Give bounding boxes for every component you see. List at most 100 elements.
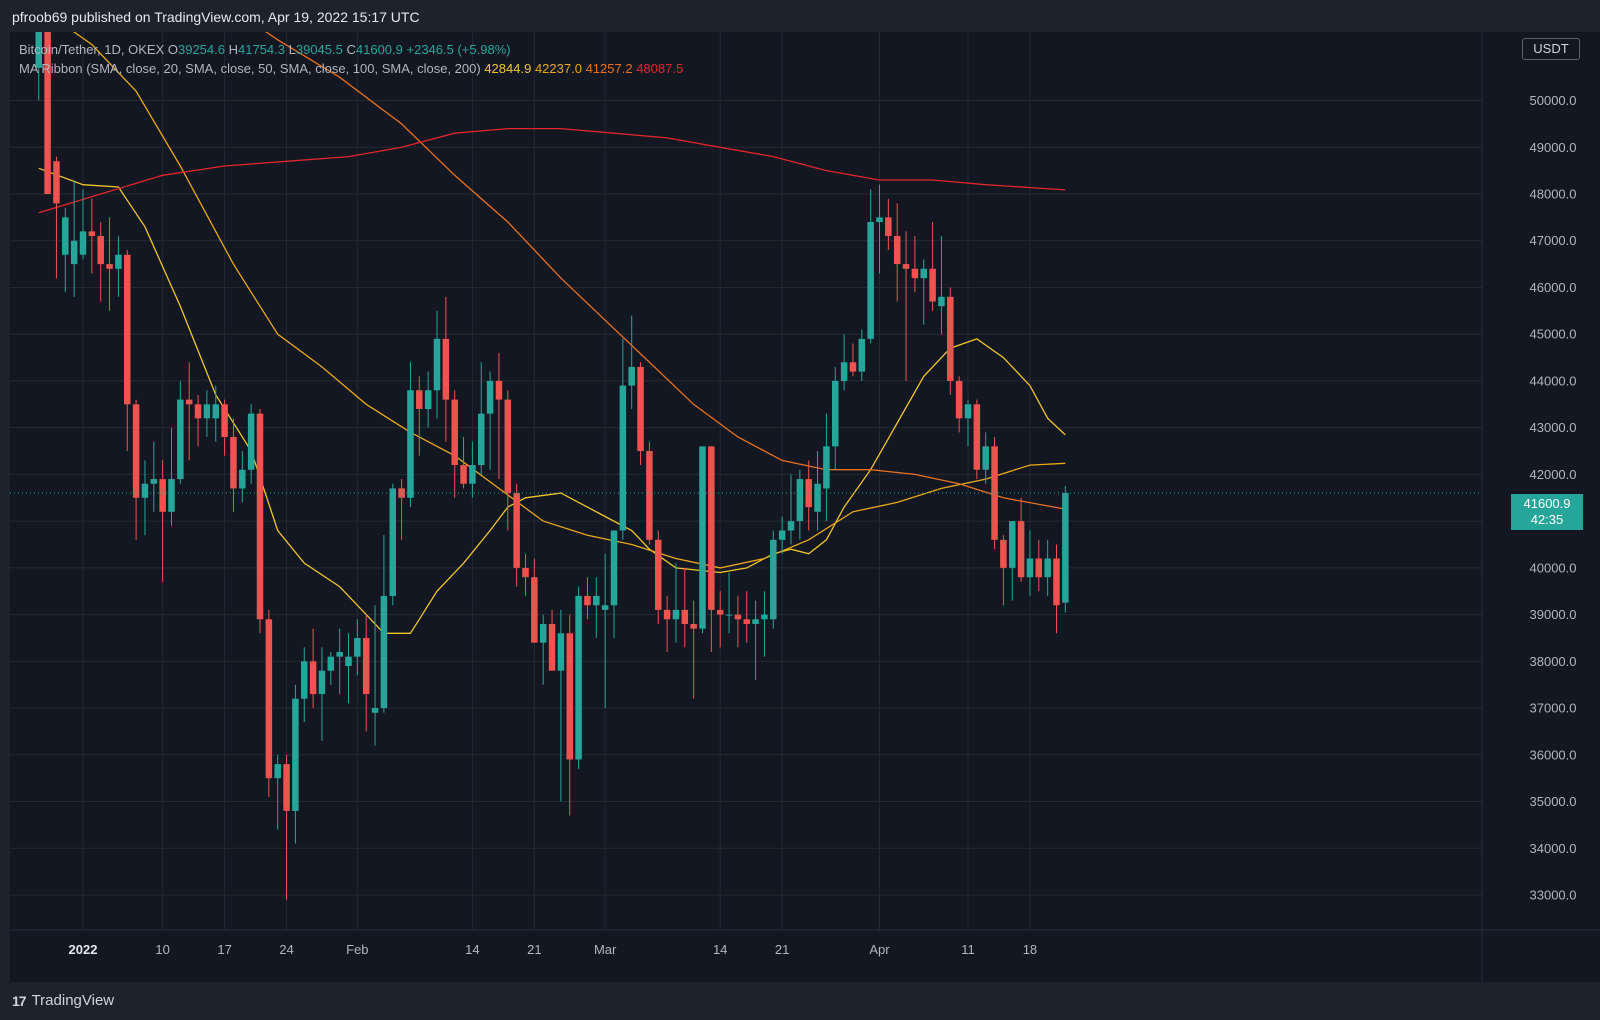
footer: 17 TradingView	[0, 982, 1600, 1020]
price-tick-label: 38000.0	[1530, 654, 1577, 669]
legend: Bitcoin/Tether, 1D, OKEX O39254.6 H41754…	[19, 40, 683, 78]
time-tick-label: 21	[527, 942, 541, 957]
candle-body	[433, 338, 441, 391]
candle	[513, 483, 520, 587]
candle-body	[132, 404, 140, 498]
candle	[336, 628, 343, 695]
candle-body	[371, 708, 379, 713]
candle-body	[159, 479, 166, 512]
ma50-value: 42237.0	[534, 61, 582, 76]
candlestick-chart[interactable]: 33000.0 34000.0 35000.0 36000.0 37000.0 38000…	[10, 32, 1600, 982]
candle-body	[1017, 521, 1025, 578]
candle	[53, 156, 60, 279]
candle-body	[761, 614, 768, 620]
candle-body	[876, 217, 883, 223]
candle-body	[97, 236, 104, 265]
candle	[433, 310, 441, 419]
candle	[194, 394, 202, 447]
candle	[185, 362, 193, 461]
candle-body	[1026, 558, 1034, 578]
candle	[221, 399, 228, 456]
candle-body	[362, 637, 370, 695]
candle	[1000, 535, 1007, 606]
candle	[743, 591, 750, 643]
candle-body	[212, 404, 219, 419]
candle	[619, 338, 627, 540]
candle	[1017, 497, 1025, 582]
candle-body	[495, 380, 503, 400]
candle	[539, 614, 547, 685]
candle-body	[531, 577, 538, 643]
candle	[893, 203, 901, 302]
candle	[274, 754, 281, 830]
time-tick-label: 2022	[69, 942, 98, 957]
time-tick-label: Mar	[594, 942, 617, 957]
candle	[787, 474, 795, 545]
open-label: O	[167, 42, 178, 57]
candle-body	[1035, 558, 1043, 578]
candle	[442, 296, 450, 442]
candle	[1044, 539, 1051, 596]
ma20-value: 42844.9	[484, 61, 532, 76]
candle	[486, 371, 494, 470]
candle	[584, 577, 591, 620]
candle	[911, 236, 919, 293]
candle-body	[601, 605, 609, 610]
ma-ribbon-lines	[38, 32, 1066, 634]
chart-area[interactable]: 33000.0 34000.0 35000.0 36000.0 37000.0 38000…	[10, 32, 1600, 982]
candle-body	[79, 231, 87, 255]
candle-body	[778, 530, 786, 540]
candle-body	[292, 698, 299, 811]
candle-body	[716, 609, 724, 615]
bar-countdown: 42:35	[1530, 512, 1564, 527]
tradingview-brand[interactable]: 17 TradingView	[12, 992, 114, 1009]
candle-body	[283, 764, 290, 811]
candle-body	[141, 483, 149, 498]
candle-body	[610, 530, 618, 606]
candle	[982, 432, 989, 484]
candle	[247, 404, 255, 484]
time-tick-label: 21	[775, 942, 789, 957]
change-value: +2346.5 (+5.98%)	[406, 42, 511, 57]
candle	[920, 259, 927, 325]
candle-body	[743, 619, 750, 624]
candle-body	[327, 656, 335, 671]
currency-badge[interactable]: USDT	[1522, 38, 1580, 60]
candle	[97, 222, 104, 302]
candle-body	[70, 240, 78, 265]
candle	[132, 399, 140, 540]
candle-body	[964, 404, 972, 419]
ma100-line	[265, 32, 1066, 510]
time-tick-label: 24	[279, 942, 293, 957]
candle-body	[62, 217, 69, 255]
candle-body	[451, 399, 458, 466]
candle-body	[469, 465, 476, 484]
candle-body	[168, 479, 175, 512]
candle	[929, 222, 936, 311]
candle	[212, 385, 219, 442]
candle	[292, 684, 299, 844]
ma200-line	[38, 127, 1066, 214]
candle-body	[770, 539, 777, 620]
candle	[124, 250, 131, 452]
candle-body	[256, 413, 264, 620]
candle-body	[672, 609, 680, 620]
candle	[725, 572, 733, 634]
candles-group	[35, 32, 1069, 900]
candle	[796, 469, 804, 540]
candle	[885, 198, 892, 251]
time-tick-label: Apr	[869, 942, 890, 957]
candle-body	[637, 366, 644, 452]
candle-body	[982, 446, 989, 470]
candle-body	[832, 380, 839, 447]
candle	[62, 208, 69, 293]
candle-body	[867, 222, 874, 339]
candle-body	[318, 670, 326, 695]
candle-body	[849, 362, 857, 372]
candle-body	[380, 595, 388, 709]
candle	[79, 189, 87, 260]
candle	[849, 343, 857, 377]
candle	[451, 390, 458, 498]
candle-body	[203, 404, 211, 419]
candle	[318, 647, 326, 741]
